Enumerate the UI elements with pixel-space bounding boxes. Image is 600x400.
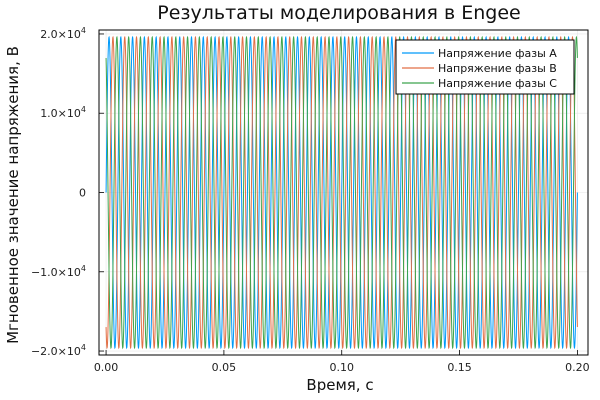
y-tick-label-4: 2.0×104 [40, 26, 86, 41]
x-axis-title: Время, с [306, 376, 373, 394]
legend-items: Напряжение фазы A Напряжение фазы B Напряж… [402, 47, 557, 90]
series-line-2 [105, 35, 578, 350]
y-tick-label-3: 1.0×104 [40, 105, 86, 120]
chart-title: Результаты моделирования в Engee [157, 2, 520, 24]
y-axis-title: Мгновенное значение напряжения, В [4, 46, 22, 344]
y-tick-label-2: 0 [79, 187, 86, 200]
series-line-1 [105, 35, 578, 350]
x-tick-label-1: 0.05 [212, 361, 237, 374]
y-tick-label-0: −2.0×104 [31, 343, 86, 358]
legend: Напряжение фазы A Напряжение фазы B Напряж… [395, 39, 575, 95]
y-ticks: −2.0×104 −1.0×104 0 1.0×104 2.0×104 [31, 26, 104, 358]
x-tick-label-4: 0.20 [565, 361, 590, 374]
x-tick-label-2: 0.10 [329, 361, 354, 374]
legend-label-1: Напряжение фазы B [438, 62, 557, 75]
x-tick-label-0: 0.00 [94, 361, 119, 374]
x-tick-label-3: 0.15 [447, 361, 472, 374]
x-ticks: 0.00 0.05 0.10 0.15 0.20 [94, 350, 590, 374]
legend-box [395, 39, 575, 95]
y-tick-label-1: −1.0×104 [31, 264, 86, 279]
legend-label-0: Напряжение фазы A [438, 47, 557, 60]
legend-label-2: Напряжение фазы C [438, 77, 557, 90]
